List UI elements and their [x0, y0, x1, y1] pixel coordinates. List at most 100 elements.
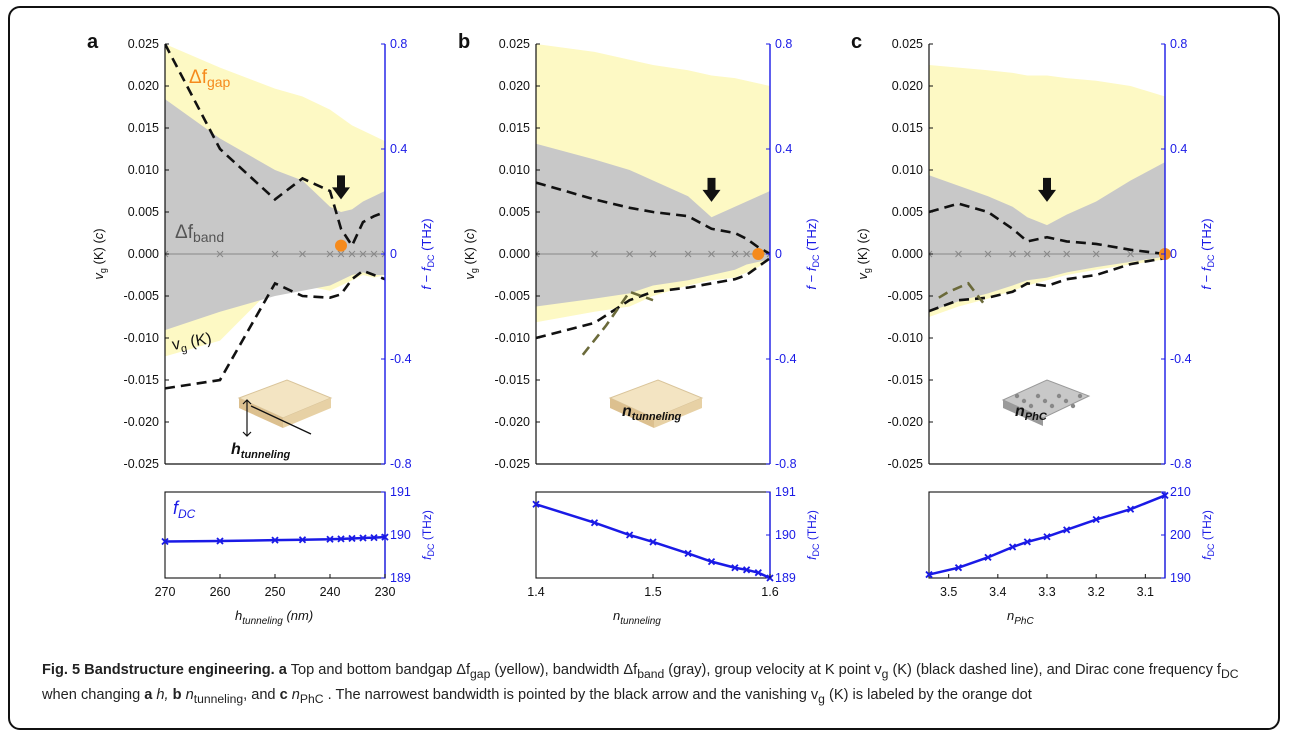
x-tick-label: 3.5: [940, 585, 957, 599]
fdc-marker: [348, 534, 356, 543]
fdc-line: [164, 535, 386, 543]
left-tick-label: 0.000: [499, 247, 530, 261]
vanishing-vg-dot: [752, 248, 765, 260]
zero-marker: [649, 250, 657, 258]
x-tick-label: 1.6: [761, 585, 778, 599]
caption-italic: h,: [152, 686, 173, 703]
right-tick-label: -0.8: [1170, 457, 1192, 471]
zero-marker: [165, 250, 169, 258]
inset-hole: [1077, 393, 1083, 399]
dfband-label: Δfband: [175, 222, 224, 245]
panel-letter: c: [851, 31, 862, 53]
caption-sub: band: [637, 666, 665, 681]
fdc-marker: [954, 564, 963, 572]
zero-marker: [929, 250, 933, 258]
fdc-tick-label: 191: [390, 485, 411, 499]
left-tick-label: -0.020: [124, 415, 159, 429]
left-axis-title: vg (K) (c): [855, 228, 872, 279]
vgk-label: vg (K): [171, 330, 214, 357]
inset-hole: [1049, 403, 1055, 409]
caption-sub: DC: [1221, 666, 1239, 681]
plot-area: [536, 44, 770, 356]
fdc-marker: [326, 535, 334, 543]
fdc-frame: [164, 491, 386, 579]
right-axis-title: f − fDC (THz): [804, 218, 821, 289]
fdc-marker: [1126, 505, 1135, 513]
right-tick-label: 0.4: [1170, 142, 1187, 156]
caption-text: dashed line), and Dirac cone frequency f: [958, 662, 1221, 678]
x-tick-label: 1.4: [527, 585, 544, 599]
right-axis-title: f − fDC (THz): [1199, 218, 1216, 289]
left-tick-label: -0.020: [495, 415, 530, 429]
zero-marker: [984, 250, 992, 258]
right-tick-label: -0.4: [1170, 352, 1192, 366]
right-tick-label: 0.8: [775, 37, 792, 51]
fdc-marker: [161, 537, 169, 546]
fdc-tick-label: 200: [1170, 528, 1191, 542]
x-tick-label: 1.5: [644, 585, 661, 599]
left-tick-label: -0.020: [888, 415, 923, 429]
gap-edge-dashed-line: [938, 281, 985, 304]
zero-marker: [337, 250, 345, 258]
zero-marker: [708, 250, 715, 258]
panel-letter: a: [87, 31, 99, 53]
inset-slab-side: [610, 398, 654, 428]
panel-letter: b: [458, 31, 470, 53]
fdc-marker: [625, 531, 634, 539]
caption-text: (yellow), bandwidth Δf: [490, 662, 638, 678]
fdc-marker: [707, 557, 716, 566]
inset-hole: [1042, 398, 1048, 404]
fdc-marker: [742, 566, 751, 574]
panel-c: 0.025 0.020 0.015 0.010 0.005 0.000 -0.005 -0.0…: [851, 31, 1216, 471]
vg-dashed-line: [536, 181, 770, 256]
left-tick-label: 0.020: [128, 79, 159, 93]
inset-label: ntunneling: [622, 403, 682, 423]
figure-frame: 0.025 0.020 0.015 0.010 0.005 0.000 -0.005 -0.0…: [8, 6, 1280, 730]
zero-marker: [381, 250, 385, 258]
caption-bold: a: [144, 686, 153, 703]
zero-marker: [348, 250, 356, 258]
fdc-marker: [1043, 533, 1051, 541]
dfgap-label: Δfgap: [189, 67, 231, 90]
right-tick-label: 0: [1170, 247, 1177, 261]
fdc-marker: [984, 553, 992, 561]
fdc-frame: [535, 491, 771, 579]
right-tick-label: -0.4: [775, 352, 797, 366]
left-tick-label: -0.005: [495, 289, 530, 303]
x-axis-title: ntunneling: [613, 608, 661, 627]
inset-label: htunneling: [231, 441, 291, 461]
left-tick-label: 0.005: [892, 205, 923, 219]
x-axis-title: nPhC: [1007, 608, 1034, 627]
caption-sub: g: [818, 691, 825, 706]
caption-text: (K) (black: [888, 662, 955, 678]
left-tick-label: -0.015: [124, 373, 159, 387]
zero-marker: [743, 250, 750, 258]
fdc-axis-title: fDC (THz): [1200, 510, 1216, 560]
left-tick-label: 0.000: [892, 247, 923, 261]
x-tick-label: 3.3: [1038, 585, 1055, 599]
left-tick-label: 0.010: [892, 163, 923, 177]
vg-dashed-line: [536, 257, 770, 340]
panel-b: 0.025 0.020 0.015 0.010 0.005 0.000 -0.005 -0.0…: [458, 31, 821, 471]
fdc-marker: [216, 537, 224, 545]
zero-marker: [591, 250, 598, 258]
right-tick-label: -0.8: [390, 457, 412, 471]
right-axis-title: f − fDC (THz): [419, 218, 436, 289]
inset-slab-side: [1003, 400, 1043, 426]
zero-marker: [370, 250, 378, 258]
inset-hole: [1035, 393, 1041, 399]
fdc-marker: [925, 570, 933, 579]
left-tick-label: -0.025: [495, 457, 530, 471]
caption-text: Top and bottom bandgap Δf: [286, 662, 471, 678]
fdc-marker: [337, 535, 345, 543]
caption-text: . The narrowest bandwidth is pointed by …: [323, 686, 717, 703]
x-tick-label: 3.2: [1087, 585, 1104, 599]
left-tick-label: 0.005: [499, 205, 530, 219]
caption-text: , and: [243, 686, 280, 703]
bandwidth-area: [165, 99, 385, 331]
right-tick-label: -0.8: [775, 457, 797, 471]
fdc-marker: [1063, 526, 1071, 534]
fdc-tick-label: 190: [1170, 571, 1191, 585]
zero-marker: [626, 250, 633, 258]
inset-hole: [1021, 398, 1027, 404]
